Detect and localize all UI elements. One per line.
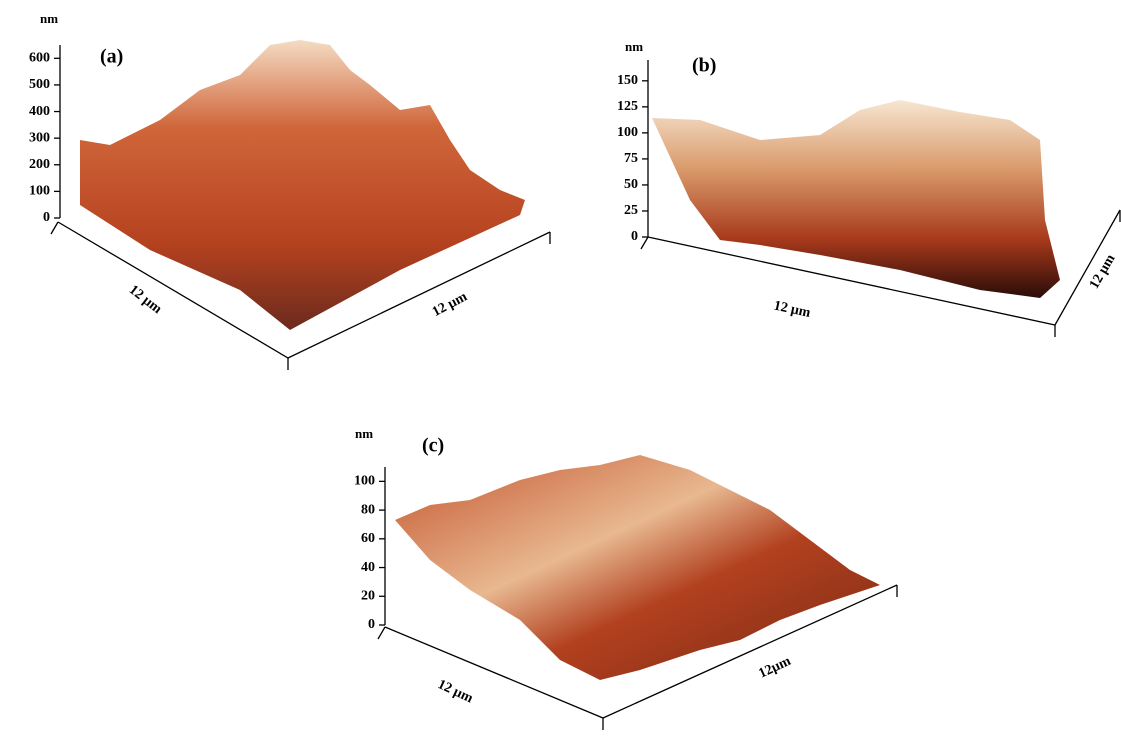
z-tick-label: 100 [354,474,375,489]
z-tick-label: 20 [361,588,375,603]
z-tick-label: 200 [29,157,50,172]
z-tick-label: 500 [29,77,50,92]
axis-end-tick [378,627,385,639]
z-tick-label: 100 [29,184,50,199]
z-tick-label: 600 [29,51,50,66]
z-axis-label: nm [355,426,373,441]
surface-b [652,100,1060,298]
surface-c [395,455,880,680]
z-tick-label: 0 [43,210,50,225]
panel-title: (a) [100,46,123,68]
z-tick-label: 80 [361,502,375,517]
z-tick-label: 400 [29,104,50,119]
surface-a [80,40,525,330]
z-axis-label: nm [625,39,643,54]
surfaces [80,40,1060,680]
z-tick-label: 125 [617,99,638,114]
y-axis-label: 12μm [756,654,793,682]
z-tick-label: 150 [617,73,638,88]
z-tick-label: 100 [617,125,638,140]
z-tick-label: 0 [631,229,638,244]
figure: 0100200300400500600nm(a)12 μm12 μm025507… [0,0,1121,739]
z-tick-label: 25 [624,203,638,218]
z-axis-label: nm [40,11,58,26]
x-axis-label: 12 μm [435,677,475,706]
z-tick-label: 50 [624,177,638,192]
panel-title: (c) [422,435,444,457]
z-tick-label: 40 [361,560,375,575]
x-axis-label: 12 μm [772,299,812,321]
y-axis-label: 12 μm [1087,252,1119,292]
x-axis-label: 12 μm [126,282,165,317]
axis-end-tick [641,237,648,249]
y-axis-label: 12 μm [430,289,470,320]
z-tick-label: 75 [624,151,638,166]
z-tick-label: 300 [29,130,50,145]
z-tick-label: 0 [368,617,375,632]
panel-title: (b) [692,55,716,77]
z-tick-label: 60 [361,531,375,546]
axis-end-tick [51,222,58,234]
